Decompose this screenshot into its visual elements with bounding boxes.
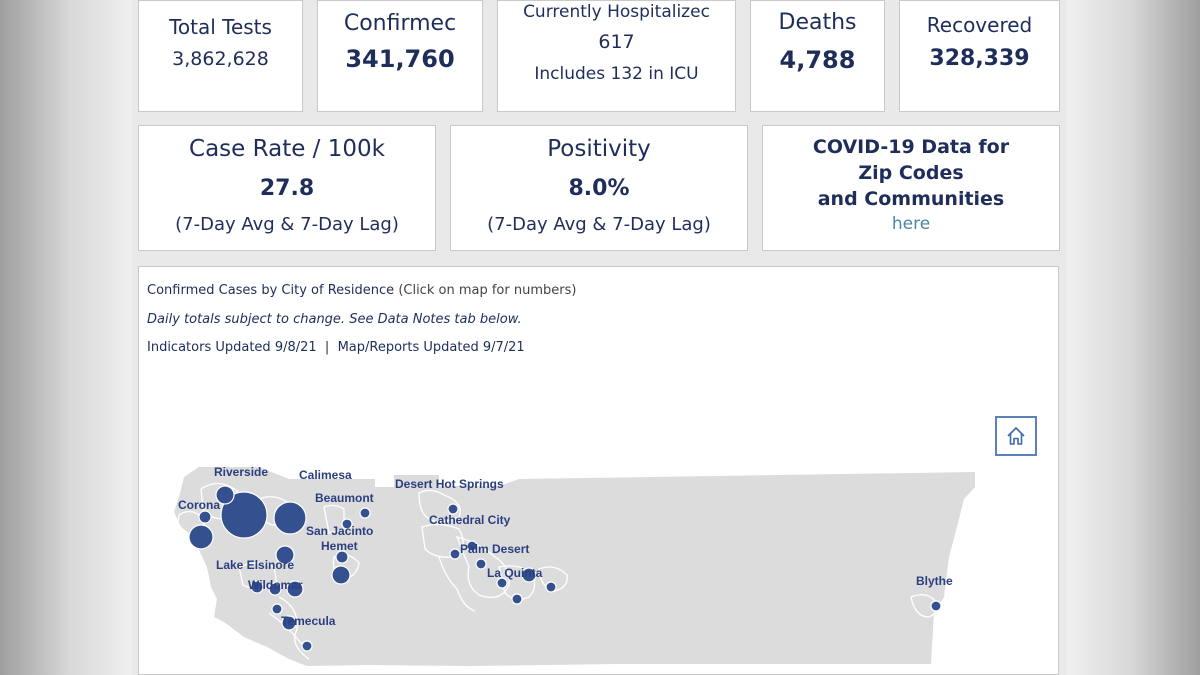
marker-menifee[interactable] (331, 565, 351, 585)
positivity-value: 8.0% (568, 176, 630, 201)
map-title: Confirmed Cases by City of Residence (Cl… (147, 283, 576, 298)
case-rate-label: Case Rate / 100k (189, 136, 385, 162)
marker-la-quinta[interactable] (521, 567, 537, 583)
total-tests-card: Total Tests 3,862,628 (138, 0, 303, 112)
recovered-label: Recovered (926, 13, 1033, 37)
marker-beaumont[interactable] (359, 507, 371, 519)
city-markers[interactable] (188, 485, 942, 652)
home-button[interactable] (995, 416, 1037, 456)
marker-perris[interactable] (275, 545, 295, 565)
marker-riverside[interactable] (215, 485, 235, 505)
case-rate-note: (7-Day Avg & 7-Day Lag) (175, 214, 399, 235)
label-beaumont: Beaumont (315, 491, 374, 505)
county-map[interactable]: Riverside Calimesa Corona Beaumont Deser… (139, 267, 1058, 674)
label-lake-elsinore: Lake Elsinore (216, 558, 294, 572)
marker-palm-springs[interactable] (475, 558, 487, 570)
positivity-label: Positivity (547, 136, 651, 162)
label-blythe: Blythe (916, 574, 953, 588)
marker-corona[interactable] (188, 524, 214, 550)
marker-lake-elsinore-1[interactable] (250, 580, 264, 594)
marker-wildomar-2[interactable] (271, 603, 283, 615)
label-la-quinta: La Quinta (487, 566, 543, 580)
zip-codes-line1: COVID-19 Data for (812, 136, 1010, 158)
map-title-text: Confirmed Cases by City of Residence (147, 283, 395, 298)
zip-codes-card: COVID-19 Data for Zip Codes and Communit… (762, 125, 1060, 251)
marker-desert-hot-springs[interactable] (447, 503, 459, 515)
marker-moreno-valley[interactable] (273, 501, 307, 535)
hospitalized-value: 617 (598, 31, 635, 53)
positivity-note: (7-Day Avg & 7-Day Lag) (487, 214, 711, 235)
confirmed-card: Confirmec 341,760 (317, 0, 483, 112)
deaths-label: Deaths (778, 10, 857, 35)
marker-coachella[interactable] (545, 581, 557, 593)
label-san-jacinto: San Jacinto (306, 524, 373, 538)
label-palm-desert: Palm Desert (460, 542, 529, 556)
marker-murrieta[interactable] (281, 615, 297, 631)
marker-corona-small[interactable] (198, 510, 212, 524)
positivity-card: Positivity 8.0% (7-Day Avg & 7-Day Lag) (450, 125, 748, 251)
deaths-value: 4,788 (779, 46, 856, 74)
marker-lake-elsinore-2[interactable] (268, 582, 282, 596)
marker-temecula[interactable] (301, 640, 313, 652)
daily-totals-note: Daily totals subject to change. See Data… (147, 312, 522, 327)
total-tests-value: 3,862,628 (172, 48, 269, 70)
confirmed-value: 341,760 (345, 45, 455, 73)
total-tests-label: Total Tests (169, 15, 272, 39)
hospitalized-label: Currently Hospitalizec (523, 2, 710, 22)
map-panel: Confirmed Cases by City of Residence (Cl… (138, 266, 1059, 675)
hospitalized-card: Currently Hospitalizec 617 Includes 132 … (497, 0, 736, 112)
updated-dates: Indicators Updated 9/8/21 | Map/Reports … (147, 340, 525, 355)
marker-hemet[interactable] (335, 550, 349, 564)
marker-san-jacinto[interactable] (341, 518, 353, 530)
confirmed-label: Confirmec (343, 11, 457, 36)
marker-cathedral-city[interactable] (449, 548, 461, 560)
marker-blythe[interactable] (930, 600, 942, 612)
home-icon (1007, 427, 1025, 445)
marker-palm-desert[interactable] (466, 540, 478, 552)
case-rate-value: 27.8 (259, 176, 315, 201)
label-temecula: Temecula (281, 614, 336, 628)
marker-wildomar-1[interactable] (286, 580, 304, 598)
label-wildomar: Wildomar (248, 578, 303, 592)
marker-thermal[interactable] (511, 593, 523, 605)
label-cathedral-city: Cathedral City (429, 513, 511, 527)
county-shape[interactable] (174, 467, 975, 666)
label-desert-hot-springs: Desert Hot Springs (395, 477, 504, 491)
hospitalized-icu-note: Includes 132 in ICU (534, 64, 699, 84)
deaths-card: Deaths 4,788 (750, 0, 885, 112)
label-calimesa: Calimesa (299, 468, 352, 482)
recovered-card: Recovered 328,339 (899, 0, 1060, 112)
marker-indio[interactable] (496, 577, 508, 589)
case-rate-card: Case Rate / 100k 27.8 (7-Day Avg & 7-Day… (138, 125, 436, 251)
label-hemet: Hemet (321, 539, 358, 553)
label-corona: Corona (178, 498, 220, 512)
label-riverside: Riverside (214, 465, 268, 479)
zip-codes-line3: and Communities (817, 188, 1005, 210)
recovered-value: 328,339 (929, 46, 1030, 71)
zip-codes-link[interactable]: here (891, 214, 931, 234)
map-title-note: (Click on map for numbers) (398, 283, 577, 298)
marker-riverside-large[interactable] (220, 491, 268, 539)
zip-codes-line2: Zip Codes (858, 162, 964, 184)
